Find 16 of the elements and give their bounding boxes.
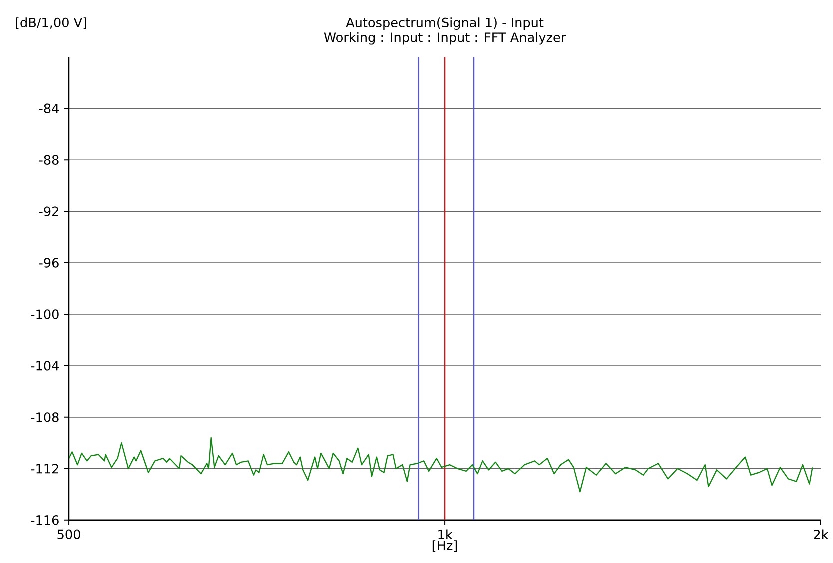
y-tick-label: -84 <box>39 104 59 114</box>
y-tick-label: -92 <box>39 206 58 217</box>
x-tick-label: 1k <box>438 530 453 540</box>
chart-title: Autospectrum(Signal 1) - Input <box>346 18 544 30</box>
x-tick-label: 500 <box>58 530 80 540</box>
y-tick-label: -104 <box>31 361 59 371</box>
chart-subtitle: Working : Input : Input : FFT Analyzer <box>324 32 566 45</box>
y-tick-label: -96 <box>39 258 59 268</box>
x-axis-title: [Hz] <box>432 540 458 552</box>
y-tick-label: -116 <box>31 516 59 526</box>
y-tick-label: -112 <box>31 464 58 474</box>
y-tick-label: -88 <box>39 155 59 166</box>
x-tick-label: 2k <box>814 530 829 540</box>
y-axis-title: [dB/1,00 V] <box>16 18 86 30</box>
y-tick-label: -108 <box>31 412 59 422</box>
y-tick-label: -100 <box>31 310 59 320</box>
